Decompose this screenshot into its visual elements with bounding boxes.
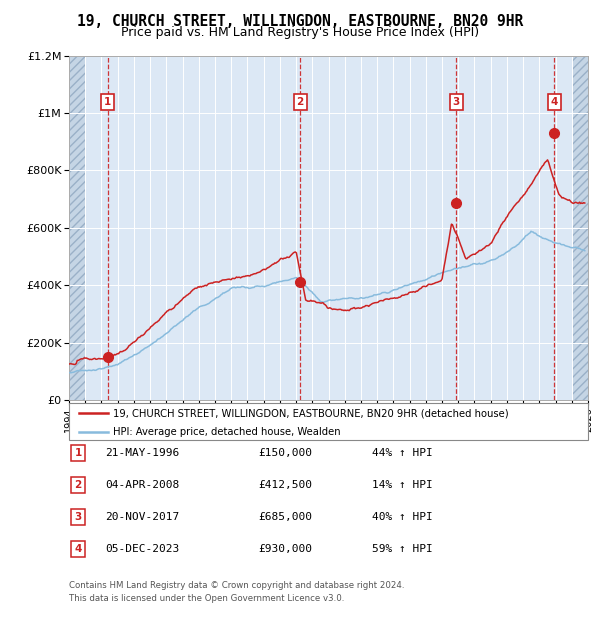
Text: 04-APR-2008: 04-APR-2008: [105, 480, 179, 490]
Text: 14% ↑ HPI: 14% ↑ HPI: [372, 480, 433, 490]
Text: £150,000: £150,000: [258, 448, 312, 458]
Text: 40% ↑ HPI: 40% ↑ HPI: [372, 512, 433, 522]
Text: 2: 2: [296, 97, 304, 107]
Bar: [69, 56, 85, 400]
Text: Price paid vs. HM Land Registry's House Price Index (HPI): Price paid vs. HM Land Registry's House …: [121, 26, 479, 39]
Text: 19, CHURCH STREET, WILLINGDON, EASTBOURNE, BN20 9HR: 19, CHURCH STREET, WILLINGDON, EASTBOURN…: [77, 14, 523, 29]
Text: 2: 2: [74, 480, 82, 490]
Bar: [572, 56, 588, 400]
Text: HPI: Average price, detached house, Wealden: HPI: Average price, detached house, Weal…: [113, 427, 341, 437]
Text: 59% ↑ HPI: 59% ↑ HPI: [372, 544, 433, 554]
Text: 44% ↑ HPI: 44% ↑ HPI: [372, 448, 433, 458]
Text: 4: 4: [74, 544, 82, 554]
Text: 1: 1: [104, 97, 111, 107]
Text: £412,500: £412,500: [258, 480, 312, 490]
Text: 21-MAY-1996: 21-MAY-1996: [105, 448, 179, 458]
Text: 19, CHURCH STREET, WILLINGDON, EASTBOURNE, BN20 9HR (detached house): 19, CHURCH STREET, WILLINGDON, EASTBOURN…: [113, 408, 509, 418]
Text: 1: 1: [74, 448, 82, 458]
Text: £685,000: £685,000: [258, 512, 312, 522]
Text: This data is licensed under the Open Government Licence v3.0.: This data is licensed under the Open Gov…: [69, 593, 344, 603]
Text: 20-NOV-2017: 20-NOV-2017: [105, 512, 179, 522]
Text: 4: 4: [551, 97, 558, 107]
Text: Contains HM Land Registry data © Crown copyright and database right 2024.: Contains HM Land Registry data © Crown c…: [69, 581, 404, 590]
Text: 05-DEC-2023: 05-DEC-2023: [105, 544, 179, 554]
Text: 3: 3: [452, 97, 460, 107]
Text: £930,000: £930,000: [258, 544, 312, 554]
Text: 3: 3: [74, 512, 82, 522]
